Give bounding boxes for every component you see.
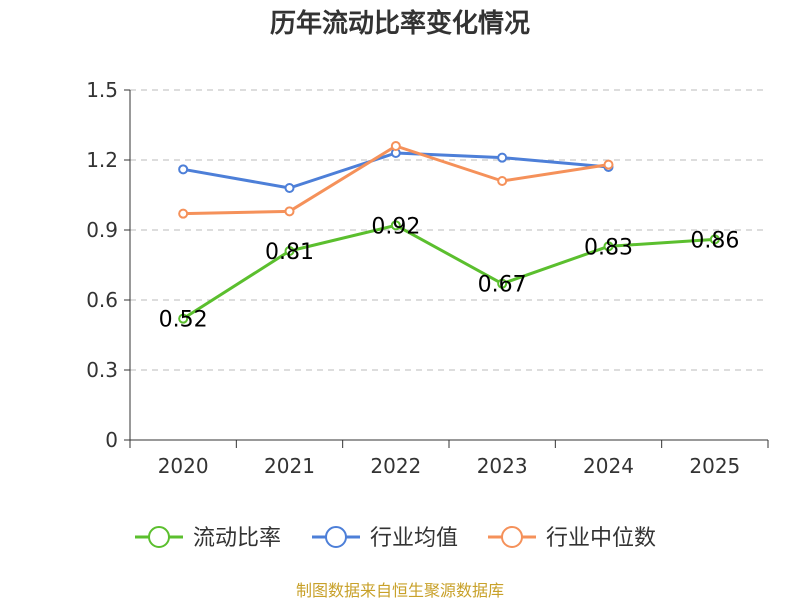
series-point-1-0 — [178, 164, 189, 175]
y-tick-label-3: 0.9 — [86, 218, 118, 242]
x-tick-label-2022: 2022 — [370, 454, 421, 478]
axes — [124, 89, 769, 448]
data-label-3: 0.67 — [478, 273, 527, 298]
x-tick-label-2021: 2021 — [264, 454, 315, 478]
series-point-1-3 — [497, 152, 508, 163]
series-point-2-3 — [497, 176, 508, 186]
x-tick-label-2025: 2025 — [689, 454, 740, 478]
legend-item-2: 行业中位数 — [488, 526, 656, 551]
x-tick-label-2020: 2020 — [158, 454, 209, 478]
chart-title: 历年流动比率变化情况 — [270, 8, 530, 39]
source-note: 制图数据来自恒生聚源数据库 — [296, 581, 504, 600]
y-tick-label-0: 0 — [105, 428, 118, 452]
series-0 — [178, 220, 720, 324]
series-point-2-2 — [390, 141, 401, 151]
series-point-0-0 — [178, 313, 189, 324]
legend-item-0: 流动比率 — [135, 526, 281, 551]
series-line-0 — [182, 223, 715, 320]
y-tick-label-2: 0.6 — [86, 288, 118, 312]
y-tick-label-5: 1.5 — [86, 78, 118, 102]
data-label-0: 0.52 — [159, 308, 208, 333]
series-point-1-1 — [284, 183, 295, 193]
data-label-1: 0.81 — [265, 240, 314, 265]
series-2 — [178, 141, 614, 219]
series-point-2-1 — [284, 206, 295, 217]
legend-marker-2 — [501, 526, 523, 548]
series-line-1 — [182, 151, 609, 190]
x-tick-label-2024: 2024 — [583, 454, 634, 478]
data-label-2: 0.92 — [371, 214, 420, 239]
data-label-4: 0.83 — [584, 235, 633, 260]
legend-label-1: 行业均值 — [370, 526, 458, 551]
y-tick-label-4: 1.2 — [86, 148, 118, 172]
series-point-0-5 — [709, 234, 720, 245]
series-point-2-0 — [178, 208, 189, 219]
series-point-0-3 — [497, 278, 508, 289]
series-point-0-1 — [284, 246, 295, 256]
y-tick-label-1: 0.3 — [86, 358, 118, 382]
data-labels: 0.52 0.81 0.92 0.67 0.83 0.86 — [159, 214, 740, 332]
data-label-5: 0.86 — [690, 228, 739, 253]
legend-marker-1 — [325, 526, 347, 548]
legend-marker-0 — [148, 526, 170, 548]
legend-label-2: 行业中位数 — [546, 526, 656, 551]
legend-label-0: 流动比率 — [193, 526, 281, 551]
series-point-0-2 — [390, 220, 401, 231]
tick-labels: 0 0.3 0.6 0.9 1.2 1.5 2020 2021 2022 2023 2024 2025 — [86, 78, 740, 478]
legend-item-1: 行业均值 — [312, 526, 458, 551]
series-1 — [178, 148, 614, 193]
legend: 流动比率 行业均值 行业中位数 — [135, 526, 656, 551]
x-tick-label-2023: 2023 — [477, 454, 528, 478]
grid-lines — [130, 89, 768, 371]
series-point-2-4 — [603, 159, 614, 170]
series-point-0-4 — [603, 241, 614, 252]
series-group — [178, 141, 720, 324]
